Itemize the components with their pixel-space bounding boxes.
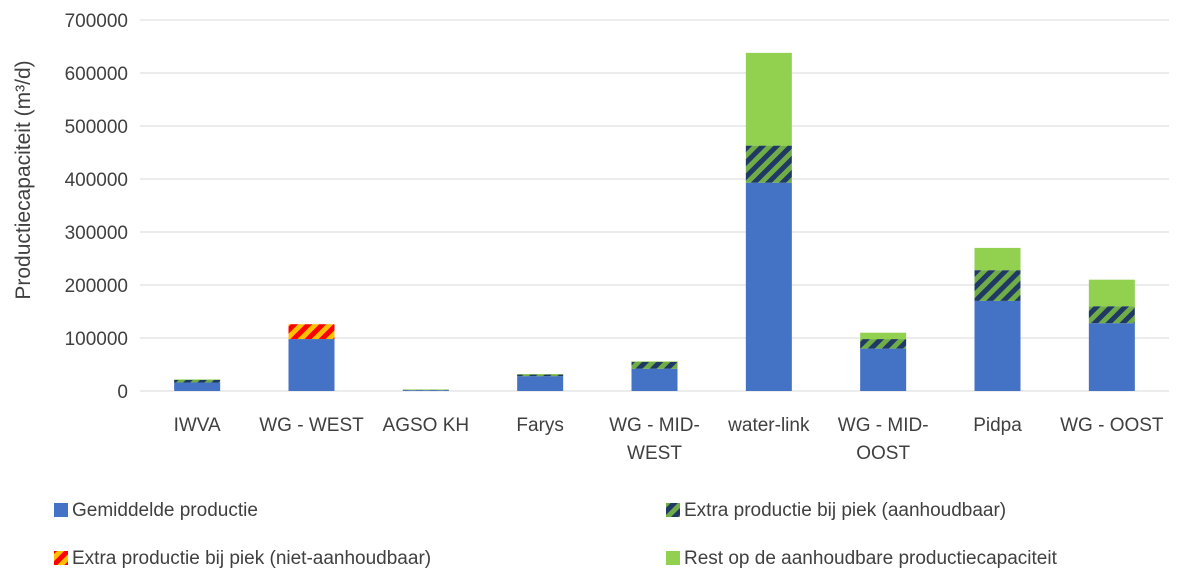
x-category-label: Farys bbox=[516, 415, 564, 436]
bar-segment bbox=[860, 348, 907, 391]
legend-label: Extra productie bij piek (niet-aanhoudba… bbox=[72, 548, 431, 569]
bar-segment bbox=[402, 389, 449, 390]
x-category-label: OOST bbox=[856, 443, 910, 464]
bar-segment bbox=[174, 382, 221, 391]
bar-segment bbox=[1088, 279, 1135, 307]
y-tick-label: 300000 bbox=[65, 223, 128, 244]
bar-segment bbox=[631, 361, 678, 369]
bar-segment bbox=[631, 361, 678, 362]
x-category-label: WEST bbox=[627, 443, 682, 464]
bar-segment bbox=[974, 270, 1021, 301]
legend-swatch bbox=[54, 503, 68, 517]
bar-segment bbox=[860, 332, 907, 340]
legend-swatch bbox=[54, 551, 68, 565]
legend-label: Extra productie bij piek (aanhoudbaar) bbox=[684, 500, 1006, 521]
x-category-label: WG - MID- bbox=[609, 415, 700, 436]
legend-swatch bbox=[666, 503, 680, 517]
x-category-label: Pidpa bbox=[973, 415, 1022, 436]
x-category-label: AGSO KH bbox=[383, 415, 470, 436]
y-tick-label: 200000 bbox=[65, 276, 128, 297]
bar-segment bbox=[974, 300, 1021, 391]
bar-segment bbox=[745, 52, 792, 146]
bar-segment bbox=[860, 339, 907, 349]
bar-segment bbox=[1088, 306, 1135, 324]
x-category-label: IWVA bbox=[174, 415, 221, 436]
x-category-labels: IWVA WG - WEST AGSO KH Farys WG - MID- WEST wa… bbox=[174, 415, 1164, 464]
bar-segment bbox=[745, 182, 792, 391]
x-category-label: WG - MID- bbox=[838, 415, 929, 436]
bar-segment bbox=[745, 145, 792, 183]
bar-segment bbox=[974, 247, 1021, 271]
y-tick-label: 700000 bbox=[65, 11, 128, 32]
y-axis-title: Productiecapaciteit (m³/d) bbox=[12, 60, 35, 299]
bar-segment bbox=[631, 368, 678, 391]
bar-segment bbox=[402, 389, 449, 391]
bar-segment bbox=[517, 374, 564, 377]
legend-label: Gemiddelde productie bbox=[72, 500, 258, 521]
bar-segment bbox=[288, 339, 335, 391]
legend-swatch bbox=[666, 551, 680, 565]
legend: Gemiddelde productie Extra productie bij … bbox=[54, 500, 1058, 569]
y-tick-label: 100000 bbox=[65, 329, 128, 350]
x-category-label: water-link bbox=[727, 415, 810, 436]
y-tick-labels: 0 100000 200000 300000 400000 500000 600000 700… bbox=[65, 11, 128, 403]
bar-segment bbox=[517, 376, 564, 391]
x-category-label: WG - WEST bbox=[259, 415, 364, 436]
bar-segment bbox=[174, 379, 221, 380]
bar-segment bbox=[402, 390, 449, 391]
bar-segment bbox=[174, 379, 221, 383]
y-tick-label: 0 bbox=[117, 382, 128, 403]
x-category-label: WG - OOST bbox=[1060, 415, 1164, 436]
bar-segment bbox=[517, 374, 564, 375]
legend-label: Rest op de aanhoudbare productiecapacite… bbox=[684, 548, 1058, 569]
bar-segment bbox=[1088, 323, 1135, 391]
bar-segment bbox=[288, 324, 335, 340]
bars bbox=[174, 52, 1135, 391]
y-tick-label: 600000 bbox=[65, 64, 128, 85]
y-tick-label: 400000 bbox=[65, 170, 128, 191]
y-tick-label: 500000 bbox=[65, 117, 128, 138]
